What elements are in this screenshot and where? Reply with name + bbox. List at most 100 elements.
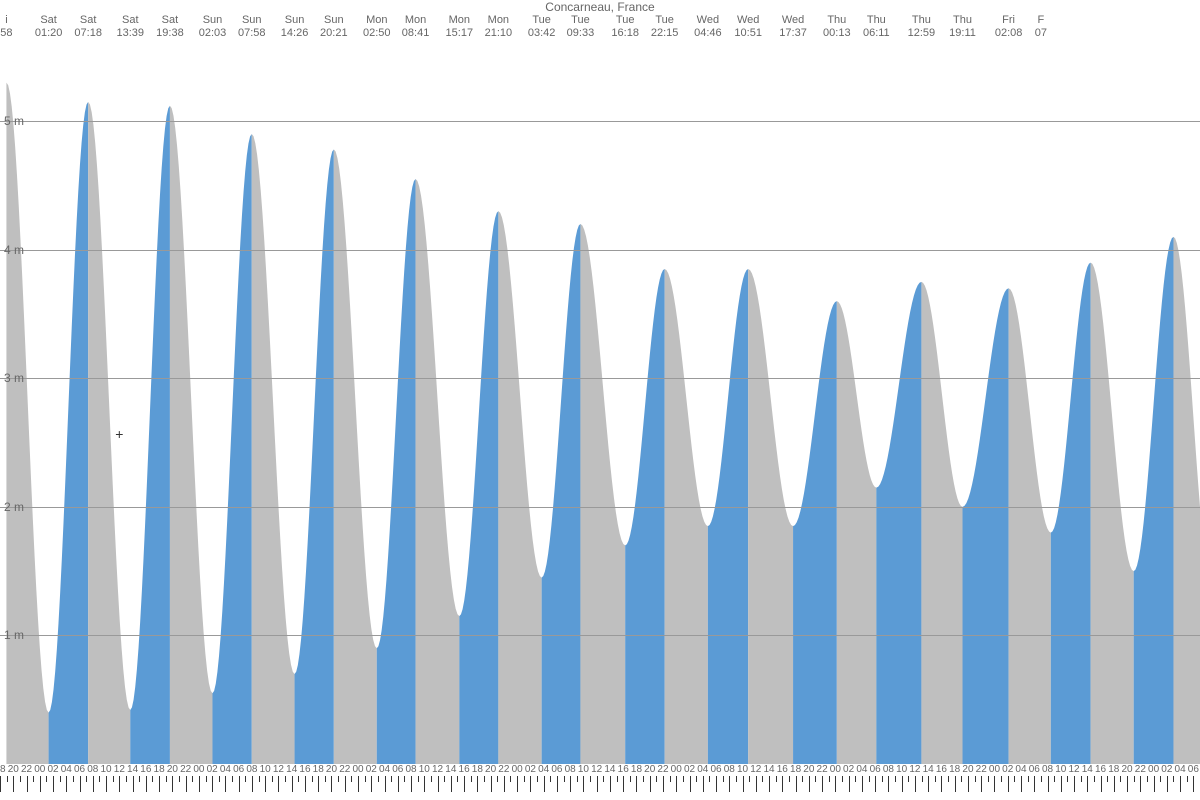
bottom-minor-tick xyxy=(630,776,631,782)
bottom-major-tick xyxy=(265,776,266,792)
bottom-tick-label: 06 xyxy=(233,764,244,775)
top-tick-day: Sun xyxy=(199,14,227,27)
bottom-tick-label: 10 xyxy=(578,764,589,775)
tide-rising-segment xyxy=(876,282,921,764)
bottom-tick-label: 10 xyxy=(737,764,748,775)
top-tick: Thu00:13 xyxy=(823,14,851,40)
top-tick-time: 20:21 xyxy=(320,27,348,40)
bottom-minor-tick xyxy=(1134,776,1135,782)
top-tick: Wed17:37 xyxy=(779,14,807,40)
bottom-major-tick xyxy=(610,776,611,792)
bottom-minor-tick xyxy=(431,776,432,782)
bottom-minor-tick xyxy=(391,776,392,782)
bottom-tick-label: 16 xyxy=(1095,764,1106,775)
tide-chart: Concarneau, France i58Sat01:20Sat07:18Sa… xyxy=(0,0,1200,800)
top-tick: Mon08:41 xyxy=(402,14,430,40)
top-tick-time: 22:15 xyxy=(651,27,679,40)
bottom-major-tick xyxy=(570,776,571,792)
tide-rising-segment xyxy=(130,106,170,764)
bottom-tick-label: 18 xyxy=(790,764,801,775)
bottom-minor-tick xyxy=(696,776,697,782)
bottom-major-tick xyxy=(172,776,173,792)
top-tick-day: Mon xyxy=(485,14,513,27)
bottom-major-tick xyxy=(809,776,810,792)
bottom-tick-label: 04 xyxy=(538,764,549,775)
bottom-major-tick xyxy=(650,776,651,792)
bottom-tick-label: 04 xyxy=(697,764,708,775)
tide-falling-segment xyxy=(837,301,877,764)
bottom-minor-tick xyxy=(325,776,326,782)
bottom-tick-label: 00 xyxy=(830,764,841,775)
tide-falling-segment xyxy=(1009,288,1051,764)
bottom-minor-tick xyxy=(1120,776,1121,782)
tide-falling-segment xyxy=(1091,263,1134,764)
bottom-tick-label: 02 xyxy=(47,764,58,775)
bottom-tick-label: 12 xyxy=(591,764,602,775)
bottom-major-tick xyxy=(862,776,863,792)
top-tick: Sat07:18 xyxy=(74,14,102,40)
top-tick-time: 02:50 xyxy=(363,27,391,40)
bottom-tick-label: 14 xyxy=(127,764,138,775)
tide-falling-segment xyxy=(665,269,708,764)
top-tick: Mon21:10 xyxy=(485,14,513,40)
top-tick-day: Thu xyxy=(823,14,851,27)
bottom-minor-tick xyxy=(46,776,47,782)
top-tick-day: Sat xyxy=(117,14,145,27)
top-tick: Tue09:33 xyxy=(567,14,595,40)
top-tick: Tue03:42 xyxy=(528,14,556,40)
top-tick: F07 xyxy=(1035,14,1047,40)
bottom-minor-tick xyxy=(206,776,207,782)
bottom-minor-tick xyxy=(1054,776,1055,782)
bottom-minor-tick xyxy=(829,776,830,782)
bottom-tick-label: 02 xyxy=(843,764,854,775)
bottom-major-tick xyxy=(278,776,279,792)
bottom-tick-label: 16 xyxy=(299,764,310,775)
plot-area: 1 m2 m3 m4 m5 m + xyxy=(0,44,1200,764)
bottom-tick-label: 04 xyxy=(1175,764,1186,775)
bottom-tick-label: 18 xyxy=(154,764,165,775)
top-tick-day: Mon xyxy=(446,14,474,27)
bottom-tick-label: 18 xyxy=(949,764,960,775)
top-tick-day: Wed xyxy=(694,14,722,27)
top-tick-time: 13:39 xyxy=(117,27,145,40)
top-tick-day: Tue xyxy=(611,14,639,27)
bottom-tick-label: 22 xyxy=(817,764,828,775)
y-axis-label: 5 m xyxy=(4,114,24,128)
y-axis-label: 4 m xyxy=(4,243,24,257)
bottom-major-tick xyxy=(464,776,465,792)
bottom-minor-tick xyxy=(723,776,724,782)
bottom-major-tick xyxy=(1180,776,1181,792)
top-tick-time: 19:11 xyxy=(949,27,976,40)
bottom-tick-label: 20 xyxy=(962,764,973,775)
bottom-major-tick xyxy=(345,776,346,792)
top-tick-day: Sat xyxy=(74,14,102,27)
bottom-major-tick xyxy=(716,776,717,792)
bottom-minor-tick xyxy=(33,776,34,782)
top-tick-time: 07:58 xyxy=(238,27,266,40)
bottom-minor-tick xyxy=(550,776,551,782)
bottom-minor-tick xyxy=(113,776,114,782)
top-tick: Thu06:11 xyxy=(863,14,890,40)
bottom-tick-label: 14 xyxy=(1082,764,1093,775)
tide-falling-segment xyxy=(1173,237,1200,764)
bottom-tick-label: 08 xyxy=(246,764,257,775)
top-tick-day: F xyxy=(1035,14,1047,27)
tide-rising-segment xyxy=(1051,263,1091,764)
tide-area-svg xyxy=(0,44,1200,764)
bottom-major-tick xyxy=(557,776,558,792)
bottom-minor-tick xyxy=(564,776,565,782)
bottom-major-tick xyxy=(915,776,916,792)
bottom-minor-tick xyxy=(670,776,671,782)
bottom-major-tick xyxy=(981,776,982,792)
top-tick: Mon02:50 xyxy=(363,14,391,40)
bottom-major-tick xyxy=(80,776,81,792)
y-axis-label: 3 m xyxy=(4,371,24,385)
bottom-minor-tick xyxy=(1147,776,1148,782)
bottom-minor-tick xyxy=(338,776,339,782)
bottom-major-tick xyxy=(385,776,386,792)
bottom-major-tick xyxy=(676,776,677,792)
y-gridline xyxy=(0,635,1200,636)
bottom-minor-tick xyxy=(99,776,100,782)
bottom-major-tick xyxy=(358,776,359,792)
bottom-minor-tick xyxy=(60,776,61,782)
